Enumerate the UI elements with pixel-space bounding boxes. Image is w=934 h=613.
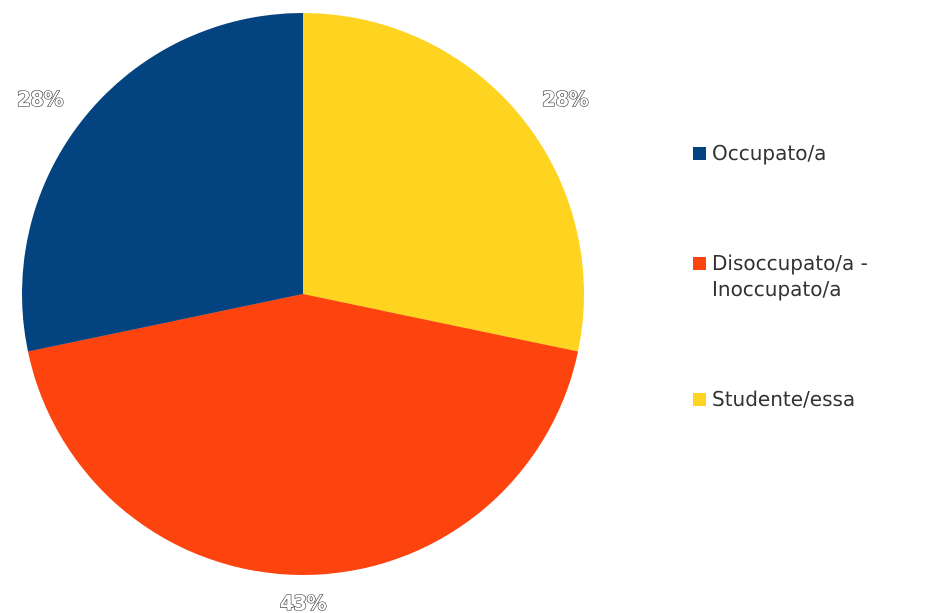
legend-label-studente: Studente/essa [712,387,856,411]
legend: Occupato/a Disoccupato/a - Inoccupato/a … [693,140,928,412]
pie-value-labels: 28% 43% 28% [16,86,589,613]
legend-item-occupato: Occupato/a [693,140,928,166]
value-label-occupato: 28% [17,87,64,111]
slice-occupato [22,13,304,352]
slice-disoccupato [27,294,579,575]
legend-label-occupato: Occupato/a [712,141,827,165]
value-label-studente: 28% [542,87,589,111]
pie-slices [22,13,584,575]
legend-swatch-disoccupato [693,257,706,270]
value-label-disoccupato: 43% [280,591,327,613]
legend-swatch-occupato [693,147,706,160]
slice-studente [303,13,584,352]
legend-item-studente: Studente/essa [693,386,928,412]
legend-swatch-studente [693,393,706,406]
legend-item-disoccupato: Disoccupato/a - Inoccupato/a [693,250,928,302]
legend-label-disoccupato: Disoccupato/a - Inoccupato/a [712,251,868,301]
